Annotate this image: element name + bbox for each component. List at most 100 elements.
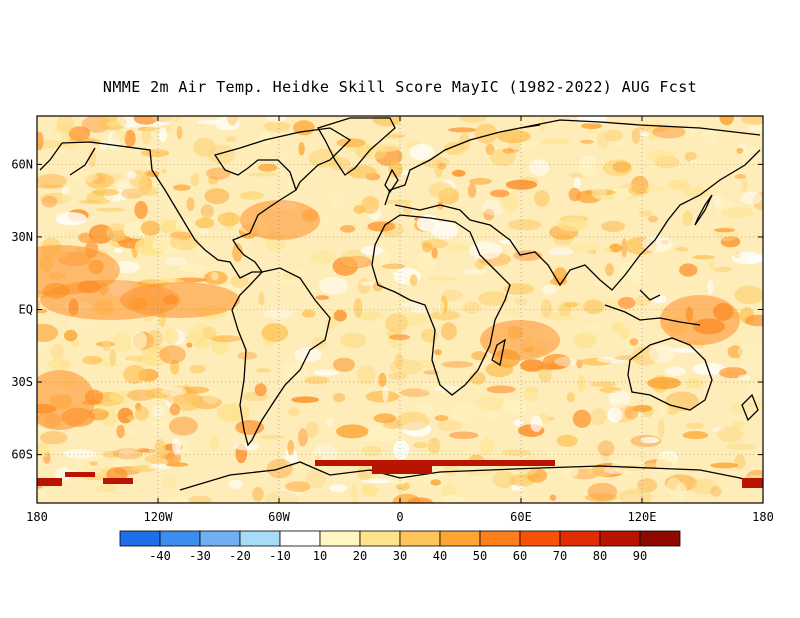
map-title: NMME 2m Air Temp. Heidke Skill Score May… bbox=[102, 78, 698, 96]
skill-cell bbox=[197, 119, 221, 125]
skill-cell bbox=[737, 374, 751, 381]
skill-cell bbox=[587, 482, 618, 501]
skill-cell bbox=[287, 406, 301, 417]
skill-cell bbox=[726, 443, 756, 451]
skill-cell bbox=[186, 197, 195, 212]
skill-cell bbox=[112, 129, 127, 142]
skill-cell bbox=[119, 449, 135, 456]
skill-cell bbox=[149, 419, 172, 429]
skill-cell bbox=[692, 362, 726, 375]
skill-cell bbox=[184, 333, 205, 343]
skill-cell bbox=[475, 259, 485, 270]
asia-coast bbox=[469, 119, 761, 291]
skill-cell bbox=[61, 189, 77, 205]
skill-cell bbox=[353, 205, 366, 214]
colorbar-swatch bbox=[519, 530, 561, 547]
skill-cell bbox=[557, 218, 589, 232]
skill-cell bbox=[590, 381, 617, 388]
skill-cell bbox=[37, 233, 46, 242]
skill-cell bbox=[720, 236, 741, 248]
skill-cell bbox=[611, 321, 624, 333]
skill-cell bbox=[114, 248, 123, 253]
skill-cell bbox=[124, 129, 136, 148]
skill-cell bbox=[358, 450, 378, 457]
skill-cell bbox=[385, 313, 408, 333]
lat-tick-label: 30S bbox=[11, 375, 33, 389]
skill-cell bbox=[293, 120, 315, 136]
skill-cell bbox=[685, 422, 705, 430]
skill-cell bbox=[199, 227, 210, 234]
lon-tick-label: 180 bbox=[752, 510, 774, 524]
skill-cell bbox=[37, 323, 59, 342]
skill-cell bbox=[502, 148, 514, 154]
colorbar-swatch bbox=[239, 530, 281, 547]
skill-cell bbox=[63, 231, 77, 237]
skill-cell bbox=[617, 261, 646, 279]
skill-cell bbox=[151, 116, 174, 123]
skill-cell bbox=[556, 434, 578, 447]
skill-cell bbox=[409, 144, 434, 161]
skill-cell bbox=[360, 145, 387, 160]
skill-cell bbox=[95, 484, 118, 493]
skill-cell bbox=[106, 121, 122, 127]
skill-cell bbox=[563, 302, 579, 308]
skill-cell bbox=[323, 217, 329, 225]
skill-cell bbox=[357, 465, 373, 481]
high-skill-region bbox=[660, 295, 740, 345]
skill-cell bbox=[506, 141, 540, 150]
skill-cell bbox=[434, 415, 449, 421]
skill-cell bbox=[584, 189, 616, 196]
skill-cell bbox=[416, 359, 437, 369]
skill-cell bbox=[245, 172, 280, 177]
colorbar-label: -20 bbox=[229, 549, 251, 563]
colorbar-label: 30 bbox=[393, 549, 407, 563]
skill-cell bbox=[298, 428, 308, 447]
skill-cell bbox=[262, 308, 293, 319]
skill-cell bbox=[361, 445, 382, 457]
madagascar-coast bbox=[491, 338, 506, 367]
skill-cell bbox=[134, 201, 148, 219]
skill-cell bbox=[657, 418, 665, 439]
skill-cell bbox=[577, 241, 595, 258]
skill-cell bbox=[468, 177, 492, 185]
skill-cell bbox=[740, 191, 763, 205]
lon-tick-label: 120W bbox=[144, 510, 174, 524]
skill-cell bbox=[96, 401, 120, 412]
colorbar-label: 50 bbox=[473, 549, 487, 563]
skill-cell bbox=[78, 199, 99, 204]
skill-cell bbox=[200, 204, 214, 219]
skill-cell bbox=[558, 303, 572, 316]
skill-cell bbox=[333, 309, 347, 322]
skill-cell bbox=[522, 389, 539, 402]
skill-cell bbox=[258, 163, 278, 172]
skill-cell bbox=[416, 253, 437, 272]
skill-cell bbox=[336, 138, 366, 148]
skill-cell bbox=[486, 385, 516, 394]
skill-cell bbox=[666, 477, 682, 496]
skill-cell bbox=[91, 188, 120, 196]
skill-cell bbox=[703, 127, 718, 144]
skill-cell bbox=[123, 221, 145, 239]
skill-cell bbox=[645, 150, 675, 163]
skill-cell bbox=[747, 383, 763, 397]
skill-cell bbox=[378, 372, 387, 387]
skill-cell bbox=[170, 359, 180, 375]
skill-cell bbox=[360, 246, 384, 256]
skill-cell bbox=[475, 394, 506, 412]
skill-cell bbox=[152, 405, 165, 419]
skill-cell bbox=[70, 171, 99, 183]
skill-cell bbox=[109, 348, 117, 367]
skill-cell bbox=[628, 186, 649, 196]
lat-tick-label: 30N bbox=[11, 230, 33, 244]
skill-cell bbox=[286, 180, 294, 190]
skill-cell bbox=[140, 220, 161, 236]
skill-cell bbox=[719, 116, 735, 126]
skill-cell bbox=[713, 228, 735, 233]
skill-cell bbox=[382, 385, 389, 403]
skill-cell bbox=[319, 276, 348, 295]
skill-cell bbox=[648, 344, 676, 363]
skill-cell bbox=[89, 461, 98, 466]
skill-cell bbox=[741, 402, 763, 407]
skill-cell bbox=[572, 409, 592, 428]
skill-cell bbox=[41, 195, 58, 208]
